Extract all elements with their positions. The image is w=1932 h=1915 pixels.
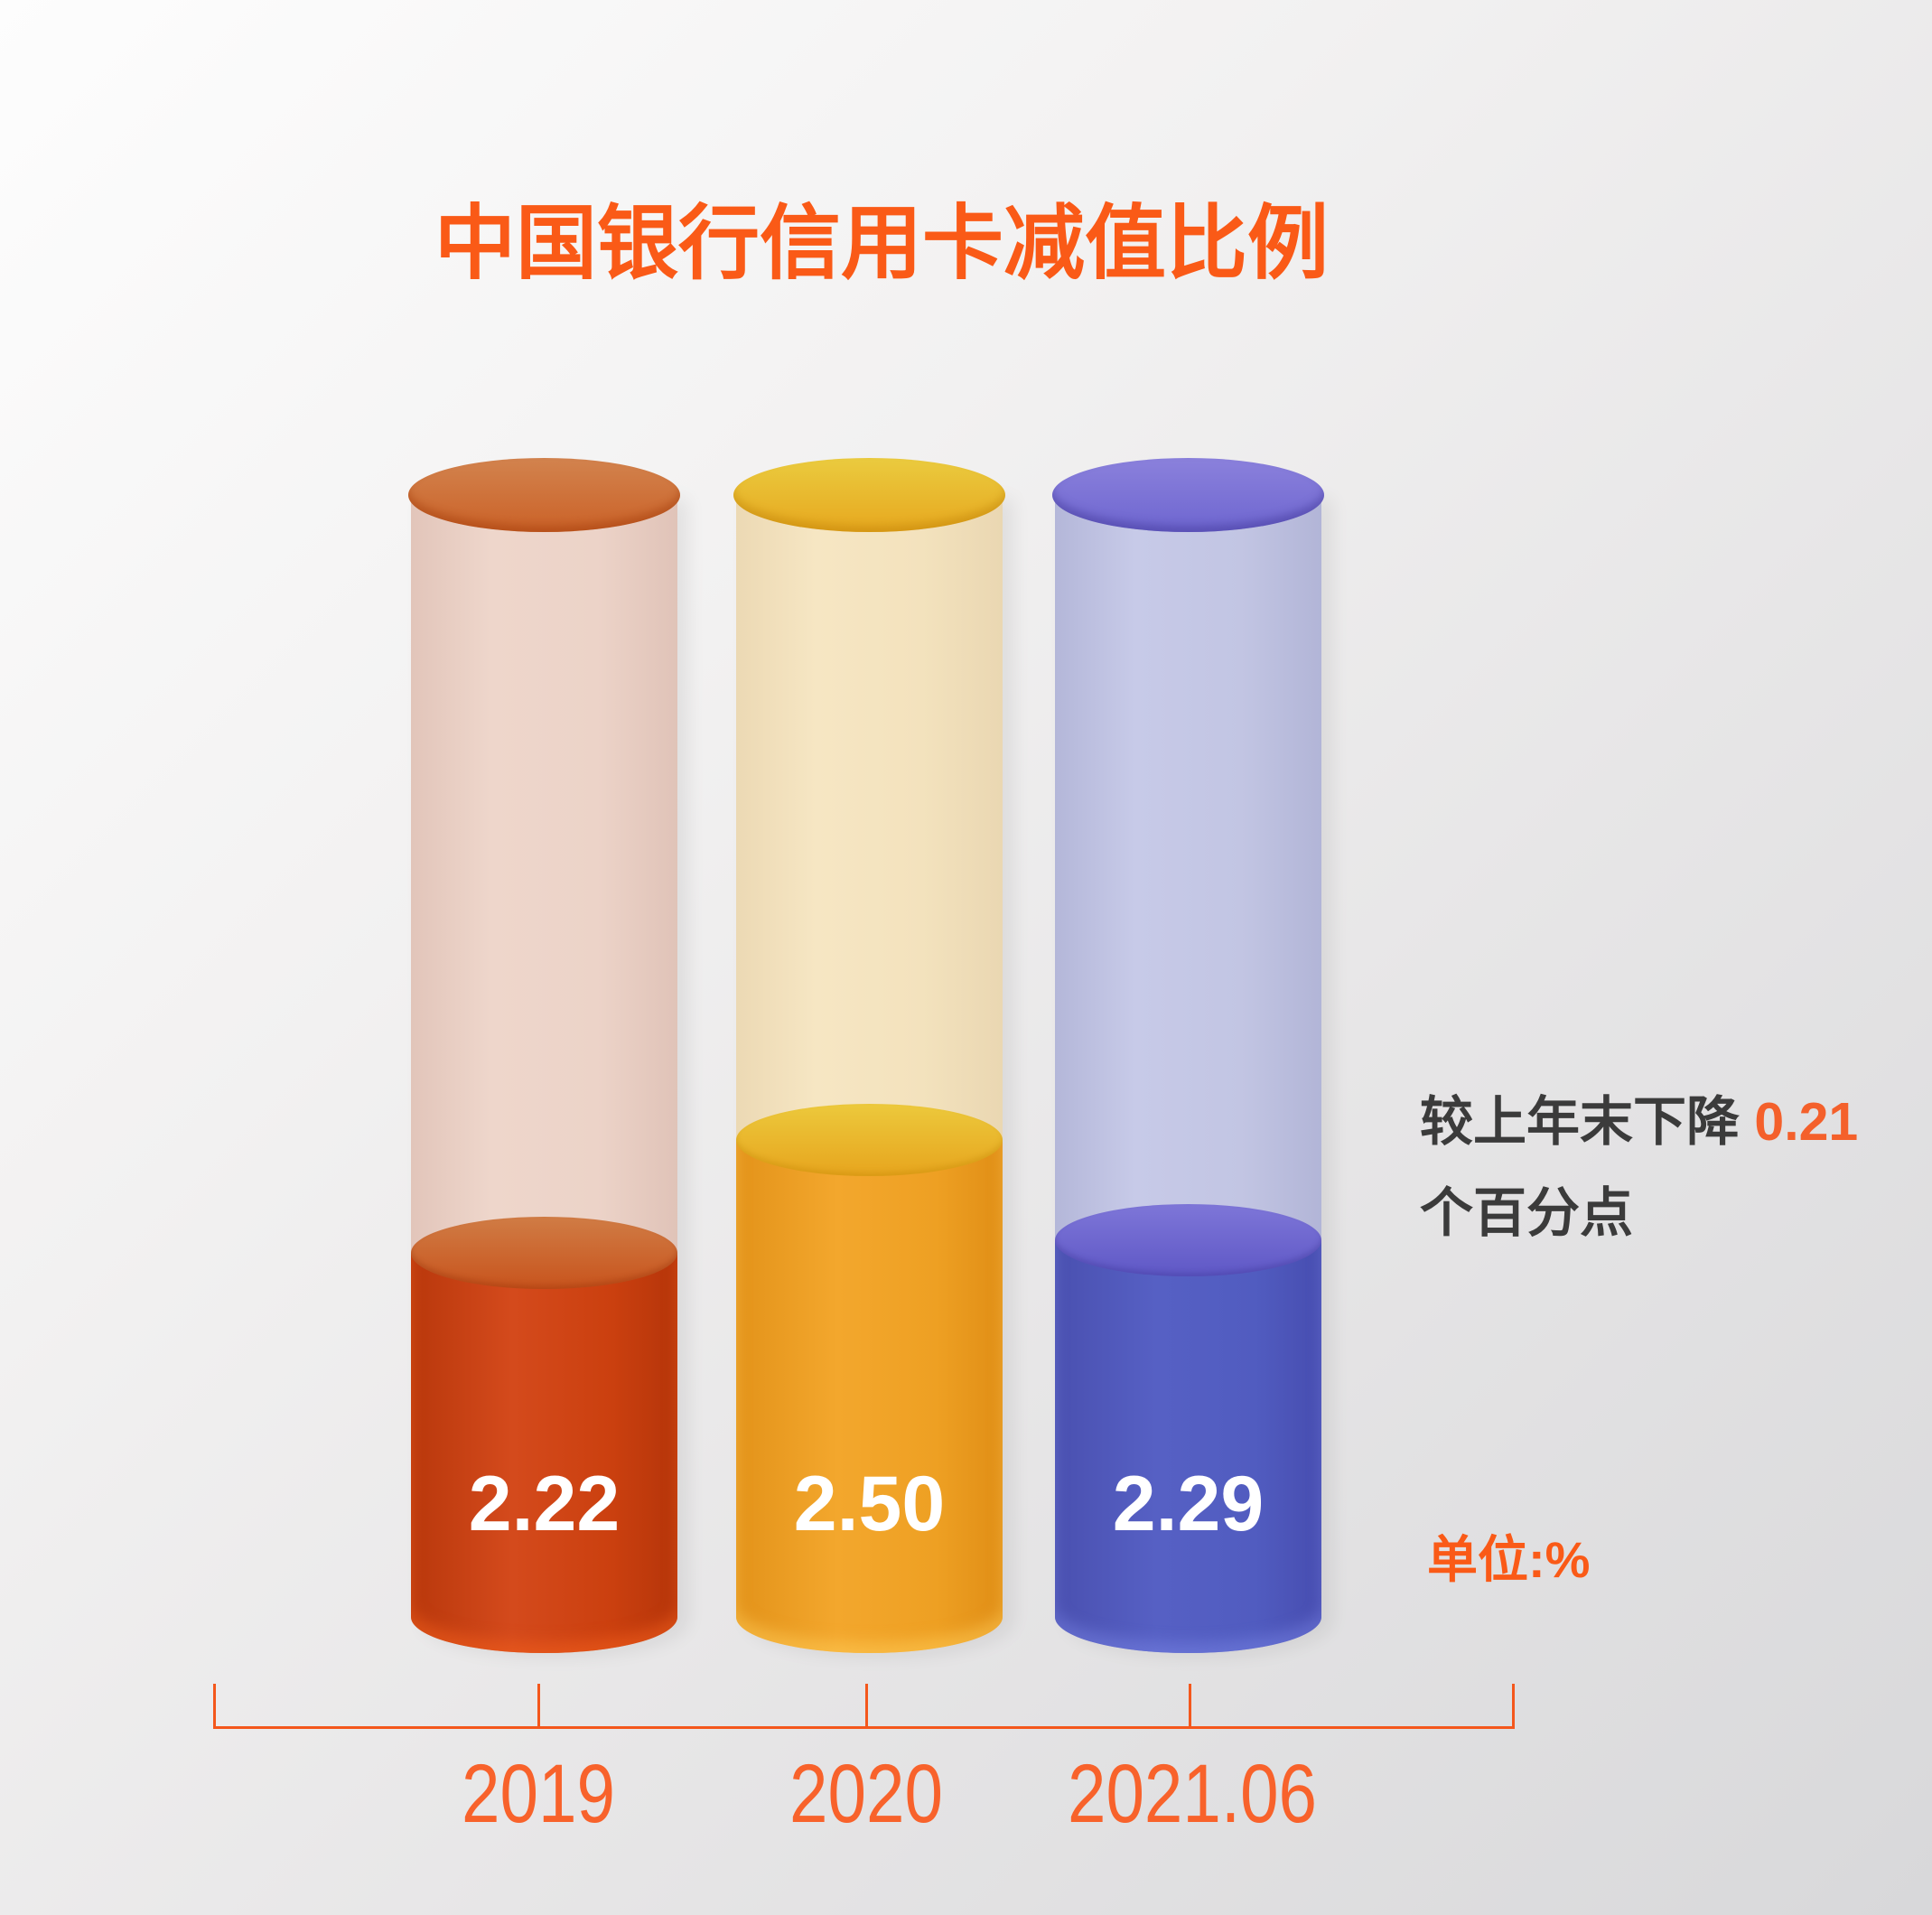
x-axis-tick: [1512, 1684, 1515, 1726]
x-axis-label-2021-06: 2021.06: [1067, 1748, 1318, 1840]
x-axis-tick: [865, 1684, 868, 1726]
x-axis-label-2020: 2020: [789, 1748, 943, 1840]
bar-2021-06-solid-cylinder: [1055, 1204, 1321, 1653]
annotation-highlight-value: 0.21: [1754, 1092, 1859, 1152]
bar-2019-solid-cylinder: [411, 1217, 677, 1653]
bar-2019-solid-top-ellipse: [411, 1217, 677, 1289]
x-axis-tick: [1189, 1684, 1191, 1726]
annotation-text: 较上年末下降 0.21 个百分点: [1420, 1077, 1926, 1259]
annotation-line2: 个百分点: [1420, 1183, 1634, 1243]
bar-2020-value-label: 2.50: [793, 1461, 946, 1547]
annotation-prefix: 较上年末下降: [1420, 1092, 1755, 1152]
bar-2019-value-label: 2.22: [468, 1461, 621, 1547]
x-axis-line: [213, 1726, 1515, 1729]
bar-2021-06-solid-top-ellipse: [1055, 1204, 1321, 1276]
bar-2020-solid-cylinder: [736, 1104, 1003, 1653]
x-axis-tick: [213, 1684, 216, 1726]
bar-2021-06-value-label: 2.29: [1112, 1461, 1265, 1547]
x-axis-tick: [537, 1684, 540, 1726]
bar-2021-06-top-lid: [1052, 458, 1324, 532]
unit-label: 单位:%: [1427, 1531, 1591, 1588]
page-title: 中国银行信用卡减值比例: [434, 199, 1329, 289]
x-axis-label-2019: 2019: [462, 1748, 615, 1840]
bar-2019-top-lid: [408, 458, 680, 532]
bar-2020-top-lid: [733, 458, 1005, 532]
bar-2020-solid-top-ellipse: [736, 1104, 1003, 1176]
